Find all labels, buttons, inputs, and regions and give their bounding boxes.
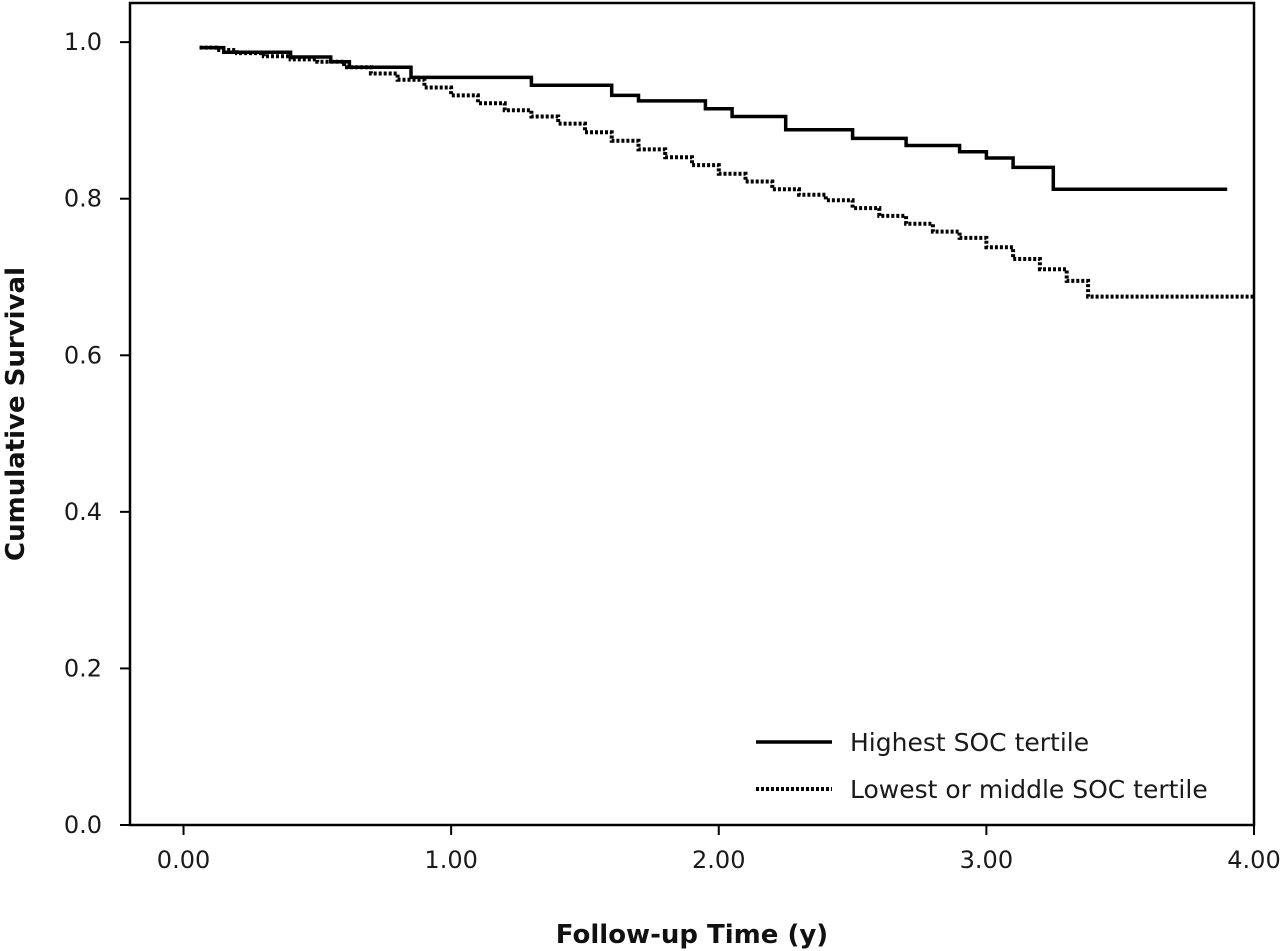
- y-tick-label: 0.8: [64, 185, 102, 213]
- y-axis: 0.0 0.2 0.4 0.6 0.8 1.0: [64, 28, 130, 839]
- y-tick-label: 0.6: [64, 341, 102, 369]
- legend-label: Lowest or middle SOC tertile: [850, 775, 1208, 804]
- x-axis: 0.00 1.00 2.00 3.00 4.00: [157, 825, 1280, 874]
- y-axis-title: Cumulative Survival: [1, 267, 31, 561]
- x-tick-label: 1.00: [424, 846, 477, 874]
- series-layer: [199, 45, 1254, 299]
- series-line-lowest-middle-tertile: [199, 45, 1254, 299]
- x-tick-label: 0.00: [157, 846, 210, 874]
- x-tick-label: 3.00: [960, 846, 1013, 874]
- y-tick-label: 0.0: [64, 811, 102, 839]
- series-line-highest-tertile: [199, 45, 1228, 192]
- x-axis-title: Follow-up Time (y): [556, 920, 828, 950]
- y-tick-label: 0.4: [64, 498, 102, 526]
- y-tick-label: 1.0: [64, 28, 102, 56]
- y-tick-label: 0.2: [64, 654, 102, 682]
- x-tick-label: 2.00: [692, 846, 745, 874]
- legend: Highest SOC tertile Lowest or middle SOC …: [756, 728, 1208, 804]
- x-tick-label: 4.00: [1227, 846, 1280, 874]
- legend-label: Highest SOC tertile: [850, 728, 1089, 757]
- plot-frame: [128, 1, 1256, 827]
